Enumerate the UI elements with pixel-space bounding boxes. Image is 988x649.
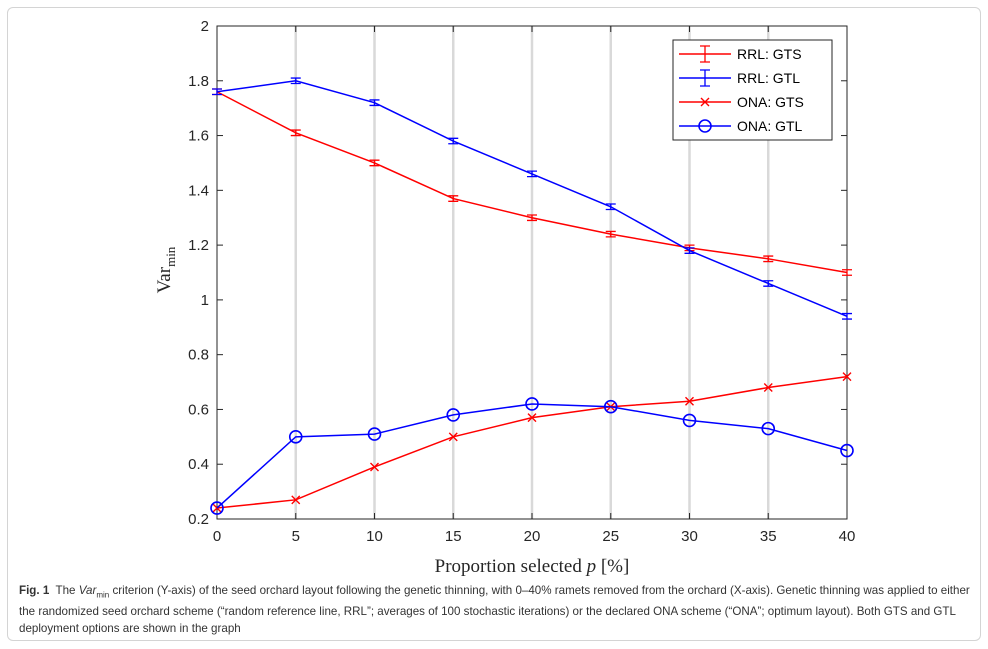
legend-entry: RRL: GTS (679, 45, 802, 63)
legend-errorbar (700, 69, 710, 87)
x-tick-label: 20 (524, 528, 541, 545)
legend-entry: RRL: GTL (679, 69, 800, 87)
caption-fig-label: Fig. 1 (19, 584, 50, 597)
error-bar (527, 170, 537, 178)
error-bar (605, 230, 616, 238)
point-marker-circle (525, 397, 539, 411)
y-tick-label: 1.8 (188, 73, 209, 90)
y-tick-label: 0.6 (188, 401, 209, 418)
point-marker-circle (210, 501, 224, 515)
point-marker-circle (761, 421, 776, 436)
x-tick-label: 40 (839, 528, 856, 545)
point-marker-x (448, 432, 458, 442)
line-chart: 0 5 10 15 20 25 30 35 40 0.2 0.4 0.6 0.8 1 1.2 1.4 1.6 1.… (154, 18, 855, 577)
series-3 (212, 372, 852, 513)
y-tick-label: 1.4 (188, 182, 209, 199)
x-tick-label: 10 (366, 528, 383, 545)
caption-pre: The (55, 584, 79, 597)
point-marker-x (842, 372, 852, 382)
error-bar (842, 312, 852, 320)
error-bar (448, 195, 459, 202)
x-axis-label-var: p (585, 556, 597, 577)
x-tick-label: 15 (445, 528, 462, 545)
y-tick-label: 0.2 (188, 511, 209, 528)
point-marker-x (370, 462, 379, 472)
caption-var-sub: min (96, 590, 110, 600)
error-bar (842, 269, 852, 276)
x-axis-label-unit: [%] (596, 556, 629, 577)
legend-label: RRL: GTL (737, 70, 800, 86)
point-marker-x (685, 396, 694, 406)
point-marker-x (763, 383, 773, 393)
legend-label: RRL: GTS (737, 46, 802, 62)
x-tick-label: 30 (681, 528, 698, 545)
error-bar (527, 214, 537, 222)
error-bar (605, 203, 616, 211)
series-layer (210, 77, 854, 515)
point-marker-circle (603, 399, 618, 414)
y-axis-label-main: Var (154, 266, 175, 293)
error-bar (290, 129, 301, 137)
y-tick-label: 1.6 (188, 128, 209, 145)
y-tick-label: 0.4 (188, 456, 209, 473)
point-marker-circle (446, 408, 461, 422)
point-marker-x (291, 495, 301, 505)
error-bar (369, 159, 380, 167)
figure-caption: Fig. 1 The Varmin criterion (Y-axis) of … (19, 582, 981, 637)
error-bar (763, 280, 774, 287)
point-marker-circle (288, 430, 303, 444)
y-axis-label-sub: min (163, 246, 178, 267)
error-bar (369, 99, 380, 107)
series-2 (212, 77, 852, 320)
error-bar (763, 255, 774, 263)
point-marker-x (700, 97, 710, 107)
point-marker-circle (840, 443, 854, 458)
point-marker-circle (682, 413, 697, 428)
error-bar (684, 247, 695, 254)
legend-entry: ONA: GTS (679, 94, 804, 110)
error-bar (448, 137, 459, 145)
legend-errorbar (700, 45, 710, 63)
legend: RRL: GTS RRL: GTL ONA: GTS ONA: GTL (672, 39, 833, 141)
x-tick-label: 5 (292, 528, 300, 545)
legend-label: ONA: GTL (737, 118, 803, 134)
axis-ticks: 0 5 10 15 20 25 30 35 40 0.2 0.4 0.6 0.8 1 1.2 1.4 1.6 1.… (188, 18, 855, 545)
x-tick-label: 0 (213, 528, 221, 545)
y-tick-label: 1.2 (188, 237, 209, 254)
caption-text: criterion (Y-axis) of the seed orchard l… (19, 584, 970, 636)
x-tick-label: 25 (602, 528, 619, 545)
point-marker-circle (698, 119, 712, 133)
point-marker-circle (367, 427, 382, 441)
x-tick-label: 35 (760, 528, 777, 545)
caption-var: Var (78, 584, 97, 597)
series-4 (210, 397, 854, 515)
x-axis-label-text: Proportion selected (435, 556, 587, 577)
x-axis-label: Proportion selected p [%] (435, 556, 630, 577)
series-1 (212, 88, 852, 276)
y-tick-label: 2 (201, 18, 209, 35)
error-bar (212, 88, 222, 96)
y-axis-label: Varmin (154, 246, 178, 293)
y-tick-label: 0.8 (188, 347, 209, 364)
point-marker-x (527, 413, 537, 423)
series-line (216, 403, 848, 509)
error-bar (290, 77, 301, 85)
y-tick-label: 1 (201, 292, 209, 309)
legend-entry: ONA: GTL (679, 118, 803, 134)
legend-label: ONA: GTS (737, 94, 804, 110)
